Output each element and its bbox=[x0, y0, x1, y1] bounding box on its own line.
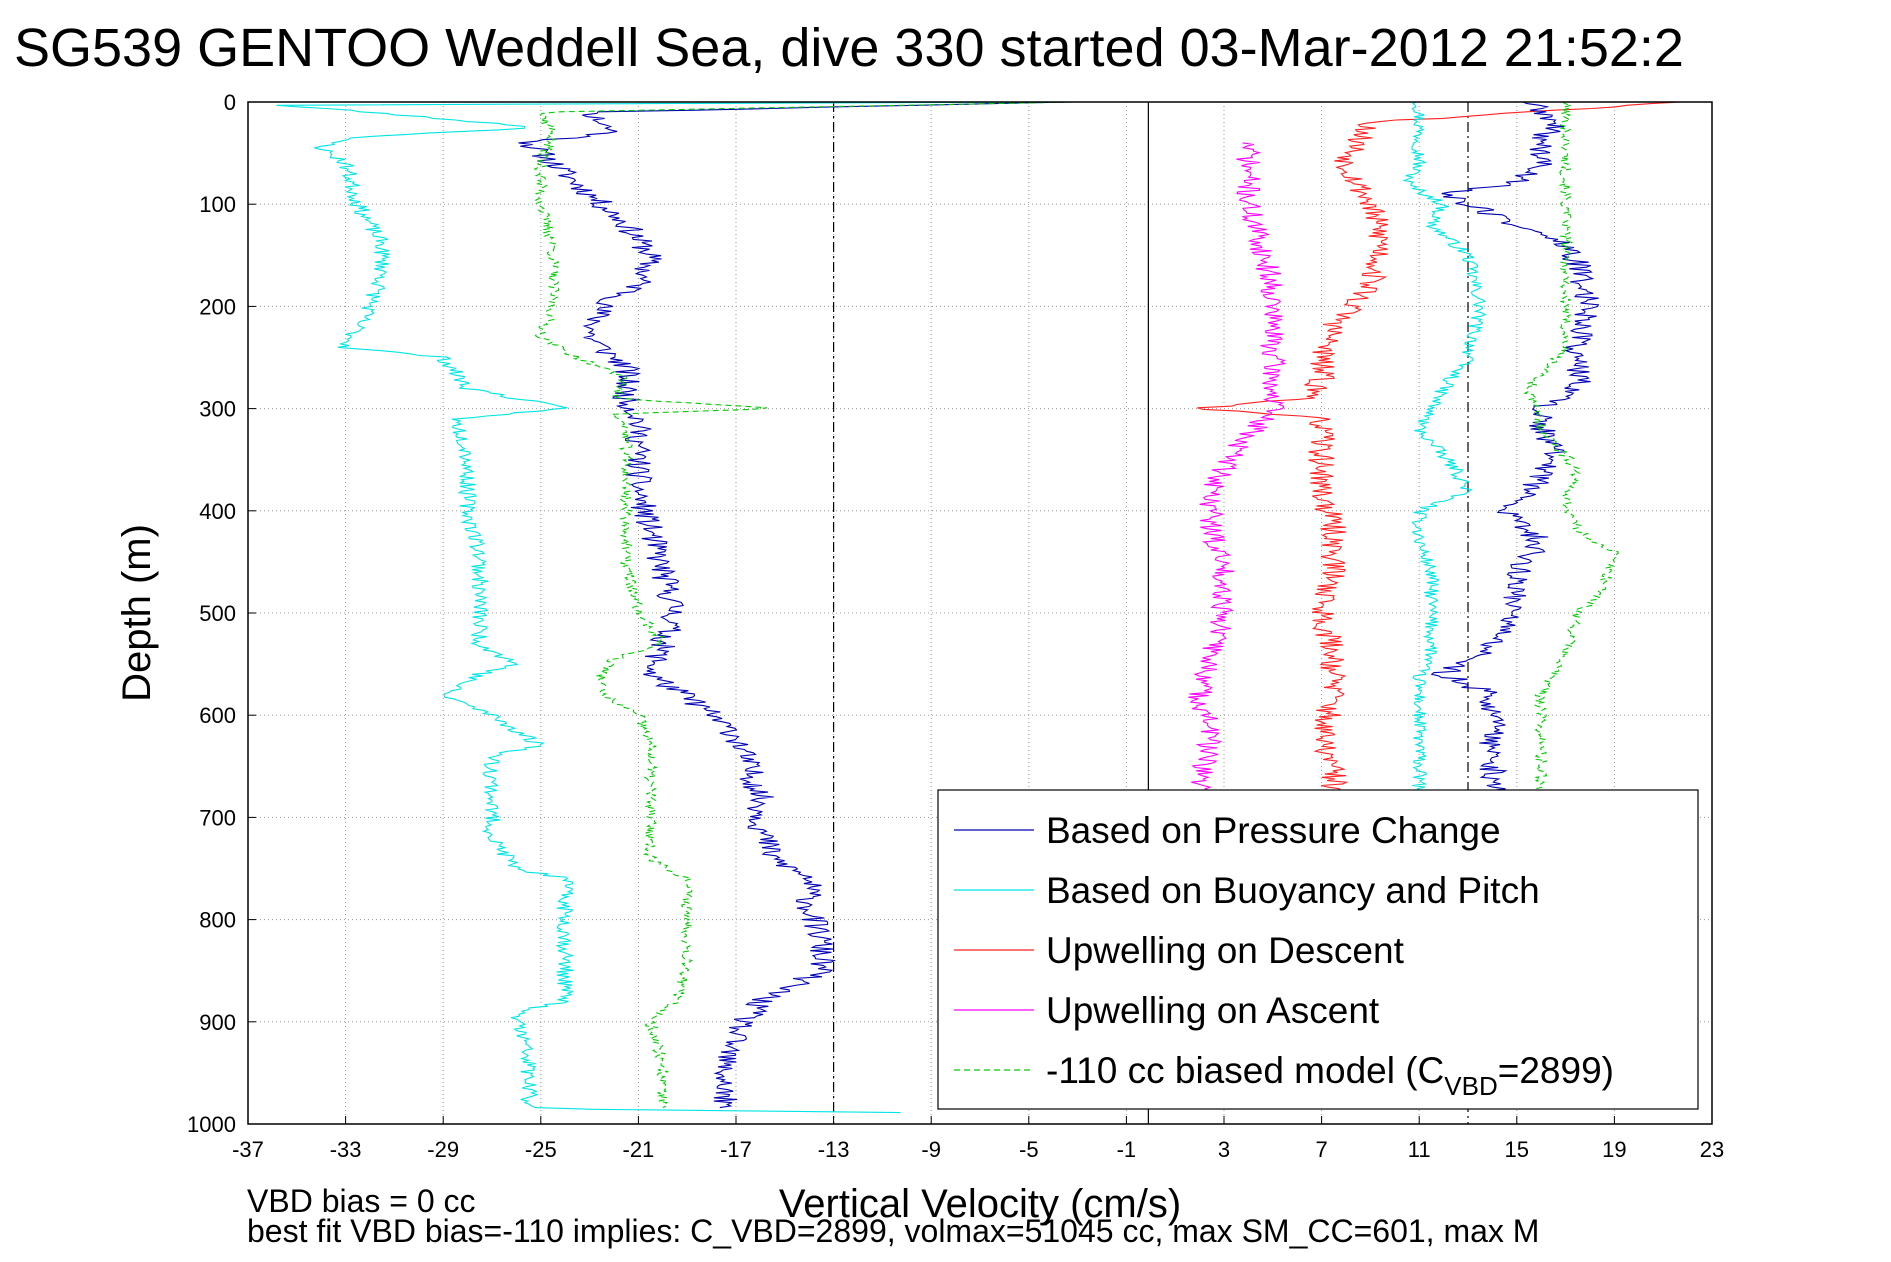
x-tick-label: 7 bbox=[1315, 1137, 1327, 1162]
x-tick-label: 3 bbox=[1218, 1137, 1230, 1162]
x-tick-label: -25 bbox=[525, 1137, 557, 1162]
legend-box bbox=[937, 789, 1699, 1110]
y-tick-label: 0 bbox=[224, 90, 236, 115]
x-tick-label: 11 bbox=[1408, 1137, 1431, 1162]
series-pressure_right-line bbox=[1430, 101, 1600, 798]
data-series bbox=[276, 101, 1682, 1114]
x-tick-label: -21 bbox=[623, 1137, 655, 1162]
y-tick-label: 800 bbox=[199, 908, 236, 933]
legend-label: Upwelling on Ascent bbox=[1046, 990, 1380, 1031]
y-tick-label: 900 bbox=[199, 1010, 236, 1035]
x-tick-label: -29 bbox=[427, 1137, 459, 1162]
y-tick-label: 700 bbox=[199, 805, 236, 830]
x-tick-label: -1 bbox=[1117, 1137, 1137, 1162]
series-pressure-line bbox=[518, 101, 1071, 1109]
legend: Based on Pressure Change Based on Buoyanc… bbox=[937, 789, 1699, 1110]
y-tick-label: 100 bbox=[199, 192, 236, 217]
x-tick-label: 19 bbox=[1602, 1137, 1626, 1162]
x-axis-ticks: -37 -33 -29 -25 -21 -17 -13 -9 -5 -1 3 7 11 15 19 23 bbox=[232, 1116, 1724, 1162]
y-tick-label: 1000 bbox=[187, 1112, 236, 1137]
series-model_right-line bbox=[1523, 101, 1619, 798]
x-tick-label: -33 bbox=[330, 1137, 362, 1162]
series-descent-line bbox=[1197, 101, 1682, 798]
x-axis-label: Vertical Velocity (cm/s) bbox=[779, 1182, 1181, 1226]
x-tick-label: -13 bbox=[818, 1137, 850, 1162]
series-ascent-line bbox=[1188, 142, 1287, 798]
x-tick-label: -5 bbox=[1019, 1137, 1039, 1162]
footnote-best-fit: best fit VBD bias=-110 implies: C_VBD=28… bbox=[247, 1213, 1539, 1249]
x-tick-label: -37 bbox=[232, 1137, 264, 1162]
legend-label: Based on Pressure Change bbox=[1046, 810, 1501, 851]
series-buoyancy_right-line bbox=[1402, 101, 1487, 798]
footnote-vbd-bias: VBD bias = 0 cc bbox=[247, 1183, 476, 1219]
x-tick-label: -17 bbox=[720, 1137, 752, 1162]
y-tick-label: 600 bbox=[199, 703, 236, 728]
x-tick-label: 15 bbox=[1505, 1137, 1529, 1162]
y-tick-label: 200 bbox=[199, 294, 236, 319]
legend-label: -110 cc biased model (CVBD=2899) bbox=[1046, 1050, 1614, 1101]
x-tick-label: 23 bbox=[1700, 1137, 1724, 1162]
legend-label: Based on Buoyancy and Pitch bbox=[1046, 870, 1540, 911]
chart-title: SG539 GENTOO Weddell Sea, dive 330 start… bbox=[14, 18, 1684, 78]
y-tick-label: 500 bbox=[199, 601, 236, 626]
legend-label: Upwelling on Descent bbox=[1046, 930, 1405, 971]
y-tick-label: 400 bbox=[199, 499, 236, 524]
x-tick-label: -9 bbox=[921, 1137, 941, 1162]
series-buoyancy-line bbox=[276, 101, 1074, 1114]
y-axis-ticks: 0 100 200 300 400 500 600 700 800 900 1000 bbox=[187, 90, 256, 1137]
y-axis-label: Depth (m) bbox=[115, 524, 159, 702]
y-tick-label: 300 bbox=[199, 397, 236, 422]
